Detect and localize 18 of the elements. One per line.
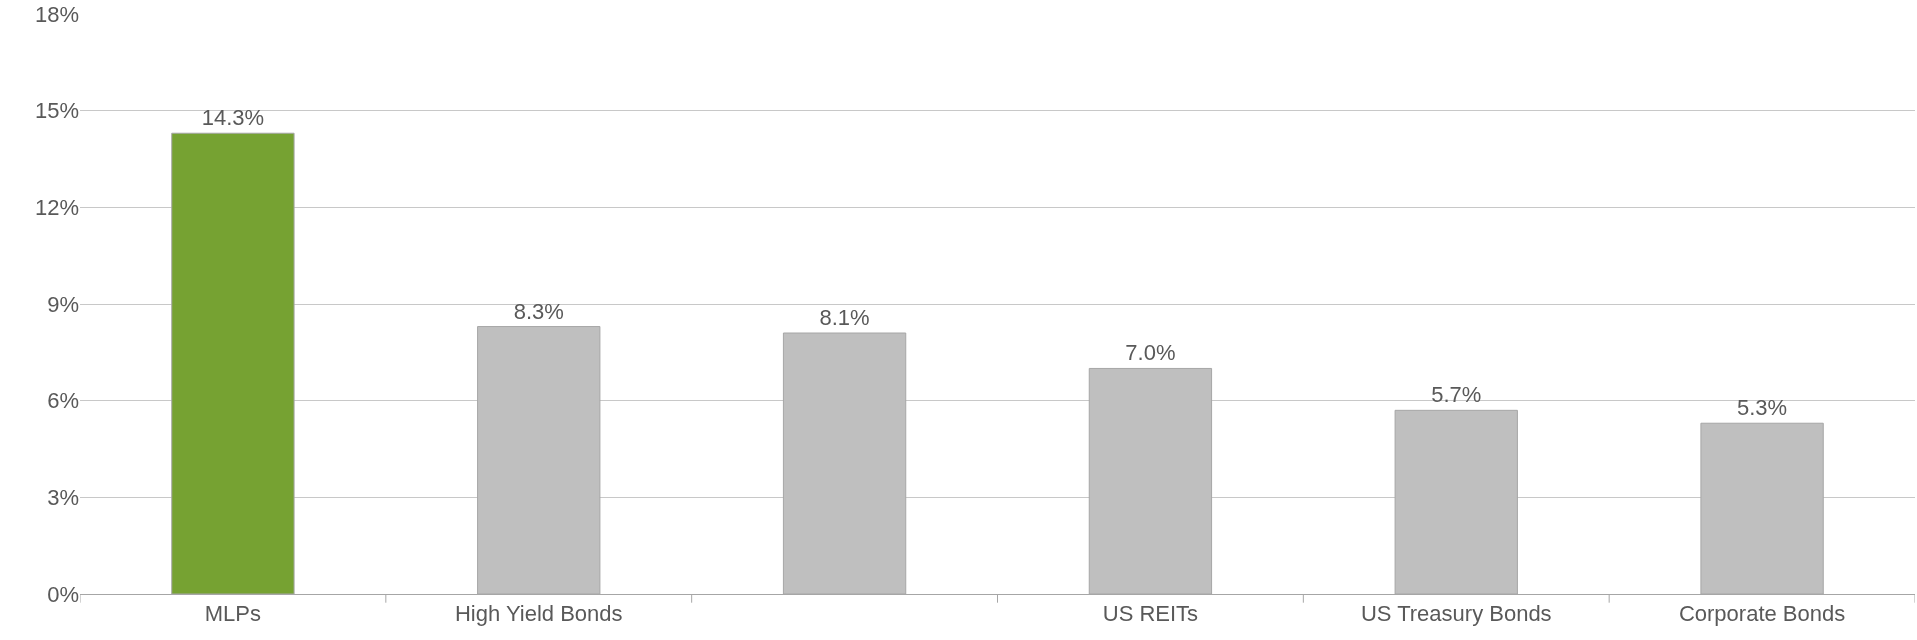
data-label: 14.3% <box>201 105 265 131</box>
x-tick-label: High Yield Bonds <box>454 601 623 627</box>
y-tick-label: 15% <box>34 98 79 124</box>
x-tick-label: US REITs <box>1102 601 1199 627</box>
data-label: 7.0% <box>1125 340 1176 366</box>
x-tick-label: US Treasury Bonds <box>1360 601 1552 627</box>
data-label: 8.1% <box>819 305 870 330</box>
y-tick-label: 3% <box>47 485 79 511</box>
data-label: 5.3% <box>1737 395 1788 421</box>
y-tick-label: 6% <box>47 388 79 414</box>
x-tick-label: Corporate Bonds <box>1678 601 1846 627</box>
data-label: 8.3% <box>513 298 564 324</box>
y-tick-label: 0% <box>47 581 79 607</box>
y-tick-label: 18% <box>34 1 79 27</box>
y-tick-label: 9% <box>47 291 79 317</box>
x-tick-label: MLPs <box>204 601 262 627</box>
data-label: 5.7% <box>1431 382 1482 408</box>
y-tick-label: 12% <box>34 195 79 221</box>
